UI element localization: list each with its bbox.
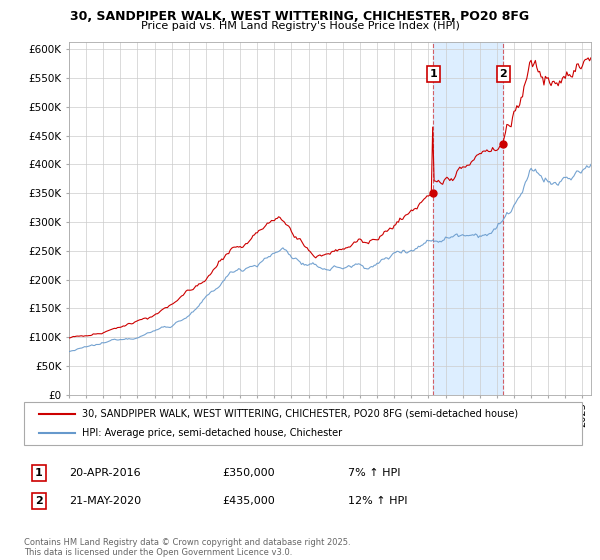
Text: 1: 1: [35, 468, 43, 478]
Text: HPI: Average price, semi-detached house, Chichester: HPI: Average price, semi-detached house,…: [82, 428, 343, 438]
Text: 30, SANDPIPER WALK, WEST WITTERING, CHICHESTER, PO20 8FG: 30, SANDPIPER WALK, WEST WITTERING, CHIC…: [70, 10, 530, 23]
Text: 21-MAY-2020: 21-MAY-2020: [69, 496, 141, 506]
Text: 7% ↑ HPI: 7% ↑ HPI: [348, 468, 401, 478]
Text: 1: 1: [430, 69, 437, 79]
Text: Price paid vs. HM Land Registry's House Price Index (HPI): Price paid vs. HM Land Registry's House …: [140, 21, 460, 31]
Text: Contains HM Land Registry data © Crown copyright and database right 2025.
This d: Contains HM Land Registry data © Crown c…: [24, 538, 350, 557]
Text: 30, SANDPIPER WALK, WEST WITTERING, CHICHESTER, PO20 8FG (semi-detached house): 30, SANDPIPER WALK, WEST WITTERING, CHIC…: [82, 409, 518, 419]
Text: 2: 2: [499, 69, 507, 79]
Text: 2: 2: [35, 496, 43, 506]
Text: 12% ↑ HPI: 12% ↑ HPI: [348, 496, 407, 506]
Text: 20-APR-2016: 20-APR-2016: [69, 468, 140, 478]
Text: £350,000: £350,000: [222, 468, 275, 478]
Text: £435,000: £435,000: [222, 496, 275, 506]
Bar: [433, 42, 503, 395]
